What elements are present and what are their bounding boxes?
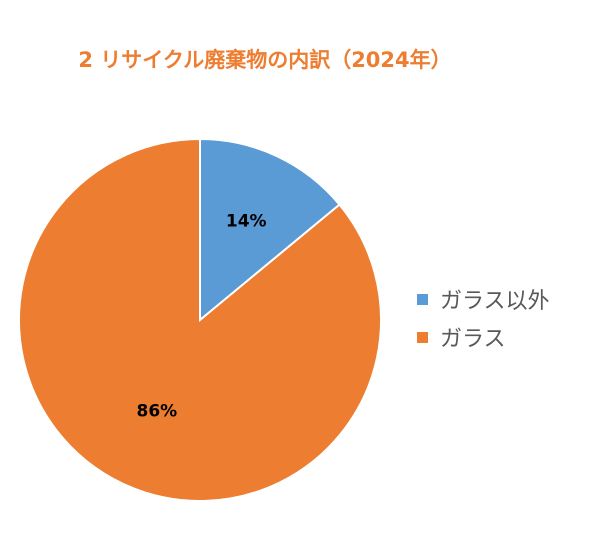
legend: ガラス以外 ガラス (417, 280, 550, 356)
pie-slice-glass (18, 137, 382, 502)
pie-slice-non-glass (199, 137, 341, 323)
chart-title: 2 リサイクル廃棄物の内訳（2024年） (78, 48, 452, 72)
legend-label-non-glass: ガラス以外 (440, 289, 550, 314)
legend-label-glass: ガラス (440, 327, 506, 352)
legend-swatch-non-glass (417, 293, 428, 305)
data-label-glass: 86% (136, 402, 177, 422)
legend-item-glass: ガラス (417, 318, 550, 356)
legend-swatch-glass (417, 331, 428, 343)
data-label-non-glass: 14% (226, 212, 267, 232)
legend-item-non-glass: ガラス以外 (417, 280, 550, 318)
